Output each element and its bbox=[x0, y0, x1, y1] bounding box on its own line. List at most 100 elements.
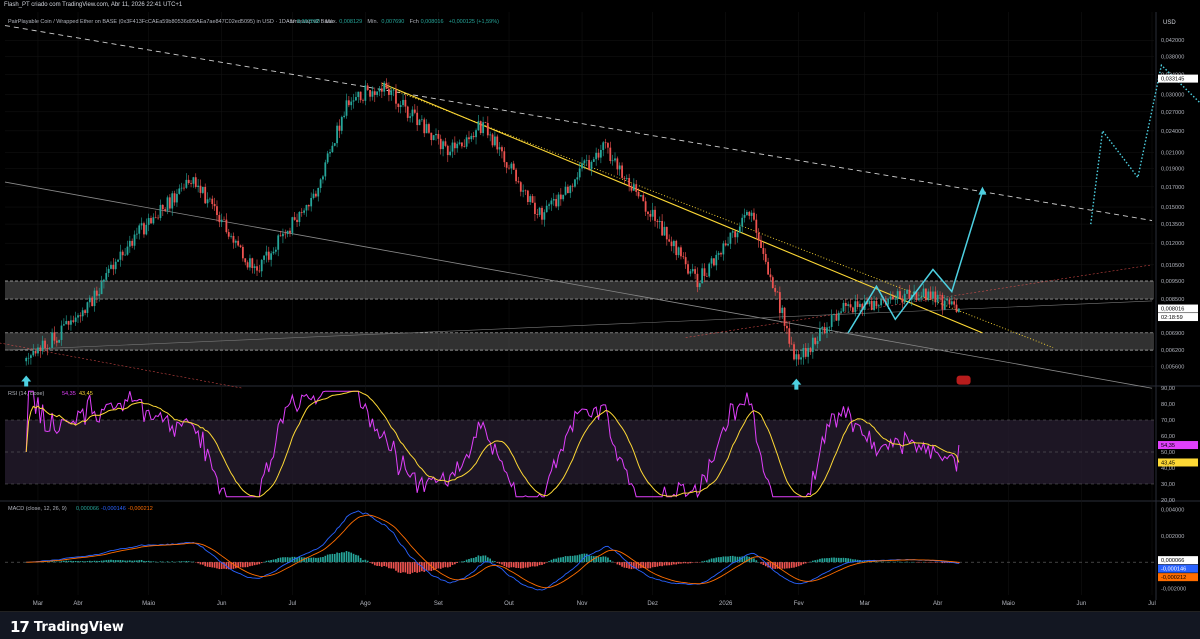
macd-hist-bar bbox=[673, 562, 675, 565]
candle-body bbox=[906, 289, 908, 294]
time-tick-label: Jul bbox=[1148, 601, 1156, 607]
candle-body bbox=[359, 91, 362, 101]
candle-body bbox=[510, 163, 513, 169]
tradingview-logo[interactable]: 17 TradingView bbox=[10, 618, 124, 636]
macd-hist-bar bbox=[515, 562, 517, 568]
macd-hist-bar bbox=[955, 562, 958, 564]
candle-body bbox=[449, 151, 452, 156]
candle-body bbox=[399, 105, 402, 108]
time-tick-label: Set bbox=[434, 601, 443, 607]
candle-body bbox=[896, 291, 899, 299]
candle-body bbox=[303, 210, 306, 213]
macd-hist-bar bbox=[253, 562, 256, 566]
candle-body bbox=[522, 190, 525, 192]
candle-body bbox=[34, 350, 37, 354]
macd-hist-bar bbox=[423, 562, 426, 572]
macd-hist-bar bbox=[392, 562, 395, 569]
macd-hist-bar bbox=[722, 556, 725, 563]
macd-hist-bar bbox=[941, 562, 944, 564]
candle-body bbox=[536, 214, 539, 215]
candle-body bbox=[140, 223, 143, 226]
ohlc-value: 0,008016 bbox=[421, 19, 444, 25]
macd-hist-bar bbox=[790, 562, 793, 568]
macd-hist-bar bbox=[852, 559, 854, 563]
macd-hist-bar bbox=[46, 561, 49, 563]
macd-hist-bar bbox=[84, 561, 86, 563]
candle-body bbox=[289, 230, 291, 233]
macd-hist-bar bbox=[538, 562, 541, 566]
rsi-tick-label: 60,00 bbox=[1161, 434, 1175, 440]
rsi-value-tag-bg bbox=[1158, 441, 1198, 450]
candle-body bbox=[62, 324, 65, 326]
candle-body bbox=[397, 103, 400, 108]
macd-hist-bar bbox=[795, 562, 798, 567]
candle-body bbox=[307, 205, 310, 207]
candle-body bbox=[329, 151, 331, 154]
candle-body bbox=[875, 301, 878, 307]
macd-hist-bar bbox=[55, 561, 58, 563]
price-tick-label: 0,008500 bbox=[1161, 297, 1184, 303]
time-axis: Mar Abr Maio Jun Jul Ago Set Out Nov Dez 2026 Fev Ma… bbox=[33, 601, 1156, 607]
candle-body bbox=[350, 101, 353, 106]
time-tick-label: Mar bbox=[859, 601, 869, 607]
time-tick-label: Jun bbox=[217, 601, 227, 607]
macd-hist-bar bbox=[114, 560, 117, 563]
projection-target-tag-bg bbox=[1158, 74, 1198, 83]
candle-body bbox=[934, 291, 937, 303]
macd-hist-bar bbox=[96, 560, 98, 563]
candle-body bbox=[689, 271, 692, 274]
candle-body bbox=[74, 317, 77, 322]
candle-body bbox=[340, 117, 343, 131]
macd-hist-bar bbox=[409, 562, 411, 575]
macd-hist-bar bbox=[821, 558, 824, 563]
candle-body bbox=[859, 303, 861, 308]
candle-body bbox=[65, 321, 68, 325]
macd-hist-bar bbox=[804, 562, 807, 564]
candle-body bbox=[899, 291, 901, 299]
macd-hist-bar bbox=[439, 562, 442, 569]
price-tick-label: 0,006200 bbox=[1161, 348, 1184, 354]
price-tick-label: 0,009500 bbox=[1161, 279, 1184, 285]
price-tick-label: 0,030000 bbox=[1161, 93, 1184, 99]
macd-hist-bar bbox=[267, 560, 270, 563]
macd-hist-bar bbox=[345, 551, 348, 563]
macd-hist-bar bbox=[642, 562, 645, 569]
candle-body bbox=[946, 299, 948, 301]
candle-body bbox=[861, 303, 864, 310]
macd-hist-bar bbox=[696, 562, 699, 563]
macd-hist-bar bbox=[837, 557, 840, 563]
macd-hist-bar bbox=[628, 562, 630, 569]
macd-hist-bar bbox=[524, 562, 527, 568]
candle-body bbox=[91, 297, 94, 307]
macd-hist-bar bbox=[783, 562, 786, 569]
macd-hist-bar bbox=[70, 560, 72, 563]
macd-hist-bar bbox=[833, 557, 835, 563]
candle-body bbox=[717, 253, 720, 255]
macd-hist-bar bbox=[456, 562, 459, 563]
macd-hist-bar bbox=[119, 559, 122, 563]
macd-hist-bar bbox=[677, 562, 680, 564]
attribution-text: Flash_PT criado com TradingView.com, Abr… bbox=[4, 2, 183, 8]
macd-hist-bar bbox=[220, 562, 223, 570]
trend-lines bbox=[0, 25, 1153, 389]
macd-signal-tag-bg bbox=[1158, 573, 1198, 582]
footer-bar: 17 TradingView bbox=[0, 611, 1200, 639]
candle-body bbox=[251, 258, 254, 269]
event-badge-icon bbox=[956, 375, 971, 385]
macd-hist-bar bbox=[637, 562, 640, 569]
macd-hist-bar bbox=[717, 557, 720, 563]
candle-body bbox=[943, 300, 946, 310]
price-tick-label: 0,006900 bbox=[1161, 331, 1184, 337]
candle-body bbox=[173, 193, 176, 203]
candle-body bbox=[223, 219, 225, 221]
macd-tick-label: 0,002000 bbox=[1161, 534, 1184, 540]
macd-hist-bar bbox=[282, 557, 284, 563]
ohlc-value: +0,000125 (+1,59%) bbox=[449, 19, 499, 25]
macd-hist-bar bbox=[357, 555, 360, 563]
macd-hist-bar bbox=[340, 552, 343, 563]
macd-hist-bar bbox=[468, 558, 470, 563]
candle-body bbox=[854, 301, 857, 313]
macd-hist-bar bbox=[793, 562, 795, 568]
candle-body bbox=[201, 186, 204, 193]
